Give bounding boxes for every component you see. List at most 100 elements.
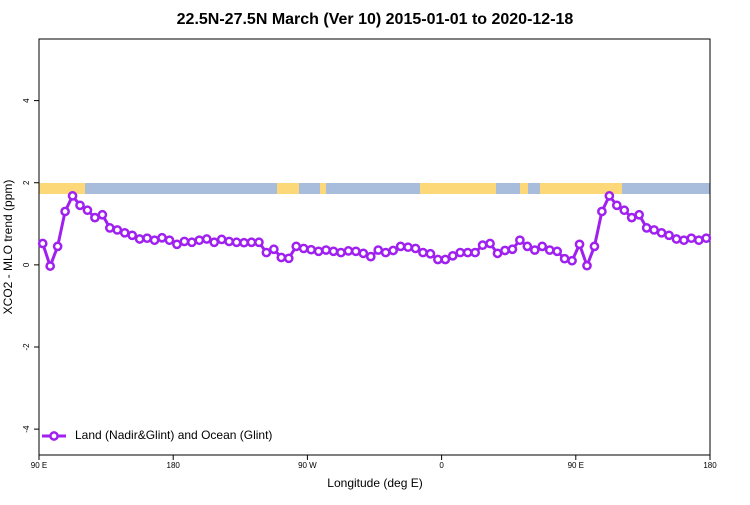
data-point bbox=[246, 237, 257, 248]
data-point bbox=[559, 253, 570, 264]
data-point bbox=[45, 261, 56, 271]
x-tick-label: 90 E bbox=[568, 461, 584, 470]
data-point bbox=[336, 247, 346, 258]
data-point bbox=[425, 248, 436, 259]
data-point bbox=[328, 246, 339, 257]
data-point bbox=[201, 234, 212, 244]
data-point bbox=[388, 245, 398, 256]
data-point bbox=[373, 245, 384, 255]
data-point bbox=[194, 235, 205, 246]
data-point bbox=[485, 238, 495, 249]
data-point bbox=[52, 241, 63, 252]
data-point bbox=[104, 223, 115, 233]
data-point bbox=[455, 247, 466, 258]
plot-frame bbox=[38, 38, 711, 456]
data-point bbox=[507, 244, 518, 255]
x-tick-label: 90 E bbox=[31, 461, 47, 470]
data-point bbox=[283, 253, 294, 264]
data-point bbox=[60, 206, 70, 217]
data-point bbox=[291, 241, 302, 252]
data-point bbox=[529, 245, 540, 255]
y-tick-label: 0 bbox=[22, 262, 31, 267]
x-tick-label: 180 bbox=[167, 461, 181, 470]
data-point bbox=[254, 237, 264, 248]
data-point bbox=[522, 241, 533, 252]
data-point bbox=[686, 233, 697, 244]
data-point bbox=[567, 255, 577, 266]
data-point bbox=[75, 200, 85, 211]
data-point bbox=[664, 230, 674, 241]
data-point bbox=[351, 246, 361, 257]
map-strip bbox=[39, 183, 710, 194]
data-point bbox=[679, 235, 689, 246]
data-point bbox=[447, 250, 458, 261]
data-point bbox=[619, 205, 630, 216]
data-point bbox=[179, 236, 190, 247]
data-point bbox=[395, 241, 406, 252]
x-tick-label: 0 bbox=[439, 461, 444, 470]
data-point bbox=[97, 209, 108, 220]
data-point bbox=[418, 247, 428, 258]
data-point bbox=[112, 225, 123, 235]
data-point bbox=[649, 225, 659, 235]
data-point bbox=[82, 205, 93, 216]
y-tick-label: -2 bbox=[22, 343, 31, 351]
data-point bbox=[358, 248, 369, 259]
data-point bbox=[343, 246, 354, 256]
data-point bbox=[582, 260, 592, 271]
data-point bbox=[209, 237, 220, 248]
data-point bbox=[172, 239, 182, 250]
data-point bbox=[701, 233, 712, 244]
legend-marker bbox=[49, 431, 59, 441]
data-point bbox=[365, 251, 376, 262]
legend-label: Land (Nadir&Glint) and Ocean (Glint) bbox=[75, 428, 272, 442]
data-point bbox=[239, 237, 249, 248]
x-axis-label: Longitude (deg E) bbox=[327, 476, 422, 490]
x-tick-label: 90 W bbox=[298, 461, 317, 470]
data-point bbox=[634, 209, 645, 220]
data-point bbox=[544, 245, 555, 255]
data-point bbox=[470, 247, 480, 258]
data-point bbox=[656, 227, 667, 238]
data-point bbox=[380, 247, 391, 258]
y-axis-label: XCO2 - MLO trend (ppm) bbox=[1, 180, 15, 315]
data-point bbox=[604, 191, 615, 201]
data-point bbox=[693, 235, 704, 246]
data-point bbox=[597, 206, 607, 217]
y-tick-label: 4 bbox=[22, 98, 31, 103]
x-tick-label: 180 bbox=[703, 461, 717, 470]
data-point bbox=[90, 212, 100, 223]
data-point bbox=[231, 237, 242, 248]
data-point bbox=[462, 247, 473, 258]
data-point bbox=[477, 240, 488, 251]
data-point bbox=[500, 245, 510, 256]
data-point bbox=[261, 247, 272, 258]
data-point bbox=[552, 246, 563, 257]
chart-title: 22.5N-27.5N March (Ver 10) 2015-01-01 to… bbox=[177, 11, 574, 28]
data-point bbox=[119, 227, 130, 238]
data-point bbox=[67, 191, 78, 201]
data-point bbox=[403, 242, 413, 253]
data-point bbox=[157, 232, 167, 243]
data-point bbox=[164, 235, 175, 246]
data-point bbox=[37, 238, 48, 249]
data-point bbox=[127, 230, 138, 241]
data-point bbox=[589, 241, 600, 252]
data-point bbox=[149, 235, 160, 246]
y-tick-label: 2 bbox=[22, 180, 31, 185]
data-point bbox=[224, 236, 234, 247]
data-point bbox=[410, 243, 421, 254]
data-point bbox=[186, 237, 197, 248]
data-point bbox=[134, 234, 145, 244]
y-tick-label: -4 bbox=[22, 425, 31, 433]
data-point bbox=[492, 248, 503, 259]
data-point bbox=[574, 239, 585, 250]
data-point bbox=[440, 254, 451, 265]
data-point bbox=[269, 244, 279, 255]
data-point bbox=[537, 241, 548, 252]
data-point bbox=[611, 200, 622, 211]
data-point bbox=[216, 234, 227, 245]
data-point bbox=[276, 252, 287, 263]
data-point bbox=[626, 212, 637, 223]
